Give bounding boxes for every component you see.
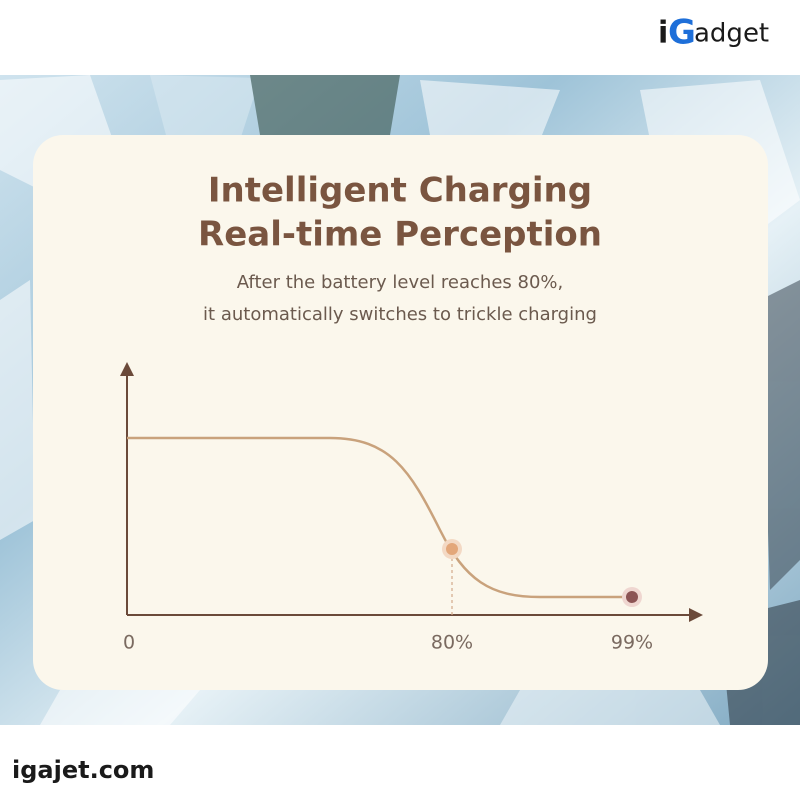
charging-curve — [127, 436, 632, 599]
point-80 — [446, 543, 458, 555]
card — [33, 135, 768, 690]
subtitle-line: After the battery level reaches 80%, — [237, 272, 563, 293]
x-label: 80% — [431, 632, 473, 654]
logo-letter: G — [668, 13, 696, 53]
y-arrow — [120, 362, 134, 376]
title-line: Intelligent Charging — [208, 171, 592, 211]
footer: igajet.com — [12, 756, 154, 784]
logo-prefix: i — [658, 16, 668, 51]
axes — [126, 372, 692, 616]
subtitle-line: it automatically switches to trickle cha… — [203, 304, 597, 325]
logo-suffix: adget — [694, 19, 769, 49]
point-99 — [626, 591, 638, 603]
x-label: 99% — [611, 632, 653, 654]
x-label: 0 — [123, 632, 135, 654]
x-arrow — [689, 608, 703, 622]
title-line: Real-time Perception — [198, 215, 602, 255]
